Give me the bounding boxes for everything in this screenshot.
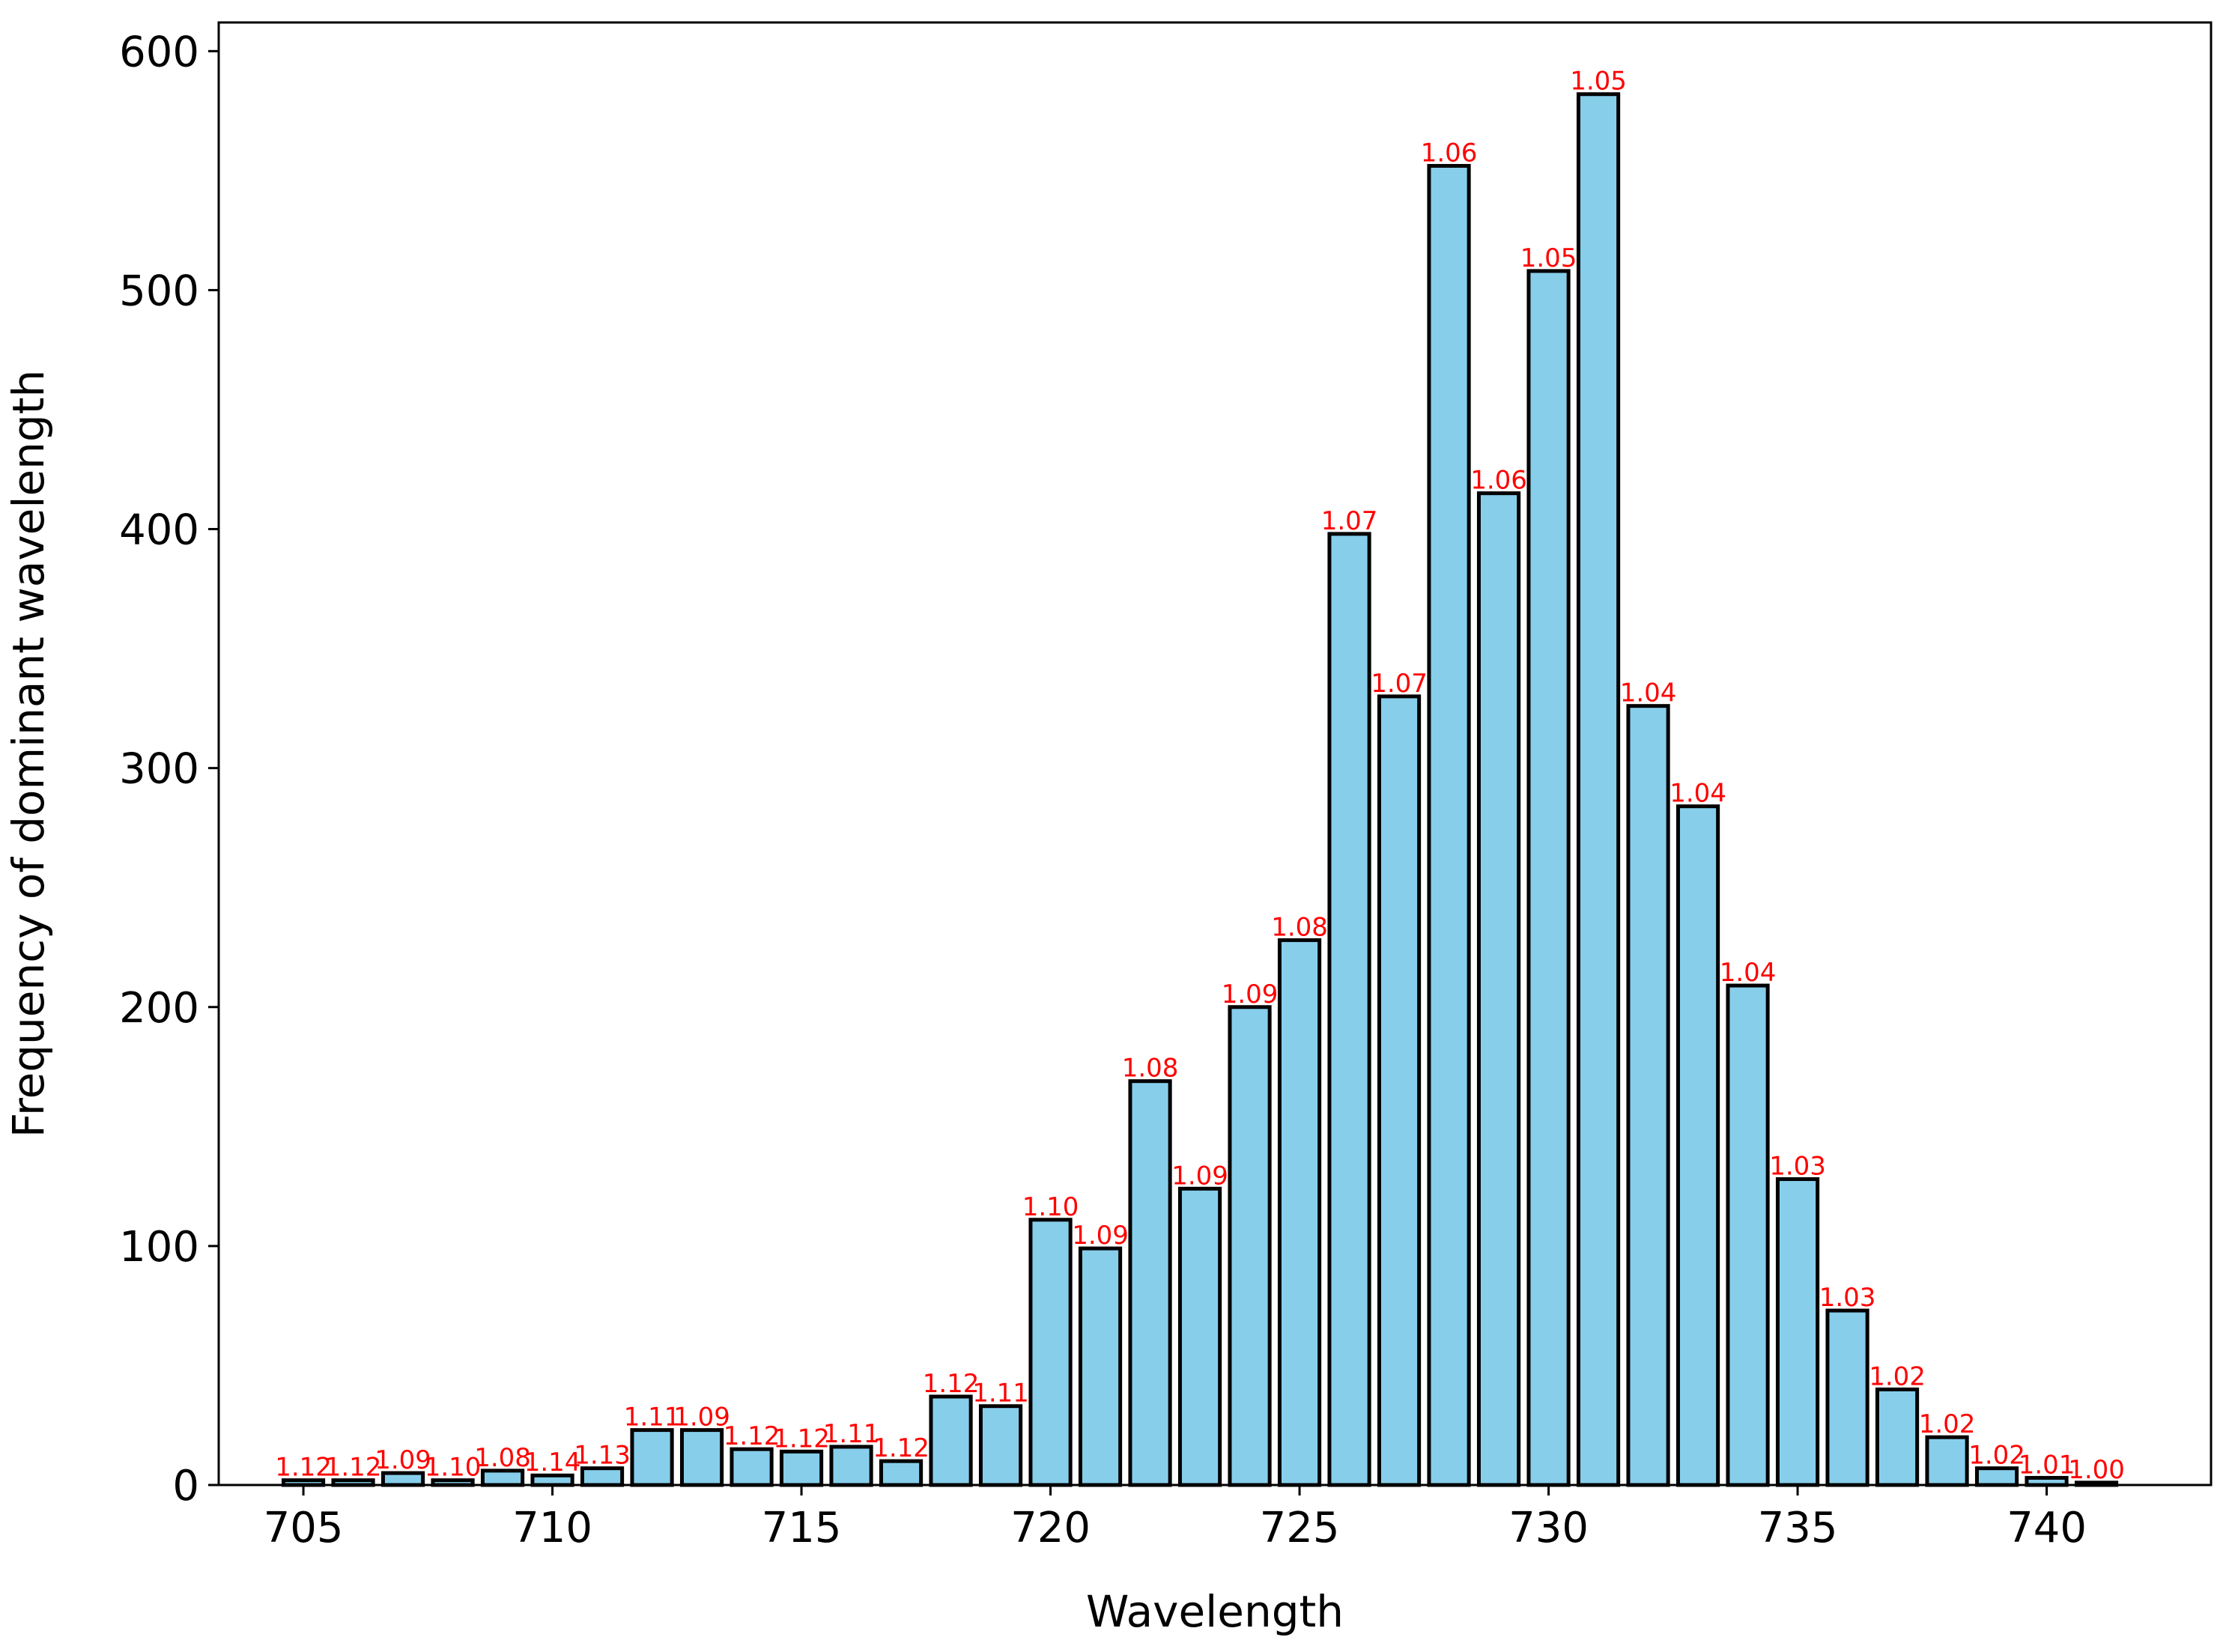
bar-727 (1377, 694, 1422, 1487)
bar-label-727: 1.07 (1371, 669, 1428, 699)
bar-730 (1526, 269, 1571, 1487)
y-axis-label: Frequency of dominant wavelength (3, 370, 54, 1138)
x-tick-label: 720 (1010, 1504, 1091, 1552)
bar-738 (1925, 1435, 1969, 1487)
bar-label-739: 1.02 (1968, 1441, 2025, 1471)
bar-label-705: 1.12 (275, 1453, 332, 1483)
bars-layer (281, 92, 2119, 1487)
bar-label-737: 1.02 (1869, 1361, 1926, 1391)
y-axis: 0 100 200 300 400 500 600 (119, 28, 219, 1510)
bar-label-706: 1.12 (325, 1453, 382, 1483)
x-axis-label: Wavelength (1086, 1586, 1344, 1637)
bar-label-723: 1.09 (1171, 1161, 1228, 1191)
bar-712 (630, 1428, 674, 1487)
bar-719 (978, 1404, 1023, 1487)
bar-label-719: 1.11 (972, 1379, 1029, 1409)
bar-label-733: 1.04 (1670, 779, 1726, 809)
bar-736 (1825, 1308, 1869, 1487)
bar-label-711: 1.13 (574, 1441, 631, 1471)
y-tick-label: 200 (119, 984, 199, 1033)
bar-721 (1078, 1246, 1123, 1487)
y-tick-label: 0 (172, 1462, 199, 1510)
bar-label-732: 1.04 (1620, 678, 1677, 708)
bar-label-718: 1.12 (923, 1369, 980, 1399)
bar-label-707: 1.09 (374, 1445, 431, 1475)
bar-label-738: 1.02 (1919, 1409, 1976, 1439)
bar-733 (1675, 804, 1720, 1487)
bar-713 (679, 1428, 724, 1487)
bar-label-710: 1.14 (524, 1448, 581, 1478)
bar-label-720: 1.10 (1022, 1192, 1079, 1222)
bar-737 (1875, 1387, 1920, 1487)
bar-718 (929, 1394, 973, 1487)
bar-722 (1128, 1079, 1172, 1487)
x-tick-label: 735 (1758, 1504, 1838, 1552)
bar-label-708: 1.10 (425, 1453, 482, 1483)
bar-735 (1775, 1177, 1820, 1487)
bar-label-729: 1.06 (1470, 466, 1527, 496)
bar-728 (1427, 163, 1471, 1487)
bar-label-715: 1.12 (773, 1424, 830, 1454)
bar-715 (779, 1449, 824, 1487)
bar-label-740: 1.01 (2019, 1450, 2075, 1480)
bar-label-713: 1.09 (673, 1403, 730, 1433)
bar-734 (1726, 983, 1770, 1487)
bar-720 (1028, 1218, 1073, 1487)
bar-label-741: 1.00 (2068, 1455, 2125, 1485)
bar-label-730: 1.05 (1520, 243, 1577, 273)
plot-frame (217, 21, 2213, 1487)
bar-724 (1228, 1005, 1272, 1487)
x-tick-label: 740 (2007, 1504, 2087, 1552)
x-axis: 705 710 715 720 725 730 735 740 (264, 1485, 2087, 1552)
x-tick-label: 725 (1260, 1504, 1340, 1552)
bar-label-717: 1.12 (873, 1433, 930, 1463)
bar-label-721: 1.09 (1072, 1221, 1129, 1251)
bar-716 (829, 1445, 873, 1487)
y-tick-label: 600 (119, 28, 199, 76)
bar-label-731: 1.05 (1570, 67, 1627, 97)
y-tick-label: 500 (119, 267, 199, 315)
bar-label-728: 1.06 (1421, 138, 1478, 168)
bar-label-722: 1.08 (1122, 1054, 1179, 1084)
y-tick-label: 100 (119, 1223, 199, 1272)
bar-739 (1974, 1466, 2019, 1487)
bar-714 (730, 1447, 774, 1487)
x-tick-label: 730 (1508, 1504, 1589, 1552)
bar-label-736: 1.03 (1819, 1283, 1876, 1313)
bar-label-714: 1.12 (724, 1421, 780, 1451)
bar-726 (1327, 532, 1371, 1487)
x-tick-label: 710 (512, 1504, 592, 1552)
bar-label-709: 1.08 (474, 1443, 531, 1473)
bar-725 (1277, 938, 1322, 1487)
x-tick-label: 715 (762, 1504, 842, 1552)
y-tick-label: 400 (119, 506, 199, 555)
x-tick-label: 705 (264, 1504, 344, 1552)
bar-label-726: 1.07 (1321, 506, 1378, 536)
bar-label-734: 1.04 (1720, 958, 1777, 988)
bar-732 (1626, 704, 1670, 1487)
bar-label-724: 1.09 (1222, 980, 1279, 1009)
bar-717 (879, 1459, 924, 1487)
y-tick-label: 300 (119, 745, 199, 794)
bar-label-725: 1.08 (1271, 912, 1328, 942)
bar-label-712: 1.11 (624, 1403, 681, 1433)
bar-labels-layer: 1.121.121.091.101.081.141.131.111.091.12… (275, 67, 2125, 1485)
bar-711 (580, 1466, 625, 1487)
bar-label-716: 1.11 (823, 1419, 880, 1449)
bar-label-735: 1.03 (1769, 1152, 1826, 1182)
bar-723 (1177, 1186, 1222, 1487)
bar-731 (1576, 92, 1621, 1487)
bar-729 (1476, 491, 1521, 1487)
